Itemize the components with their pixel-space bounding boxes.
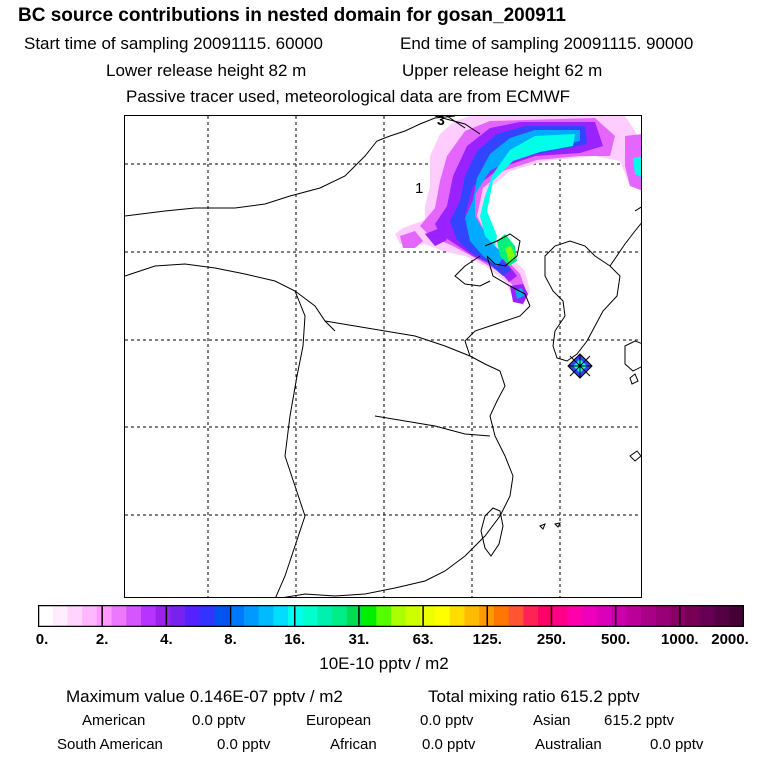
upper-release-label: Upper release height 62 m xyxy=(402,61,603,80)
colorbar-cell xyxy=(82,605,98,627)
european-value: 0.0 pptv xyxy=(420,712,474,729)
colorbar-cell xyxy=(391,605,407,627)
colorbar-cell xyxy=(214,605,230,627)
colorbar-cell xyxy=(552,605,569,627)
colorbar-cell xyxy=(449,605,466,627)
tracer-note: Passive tracer used, meteorological data… xyxy=(126,87,571,106)
colorbar-cell xyxy=(170,605,186,627)
colorbar-cell xyxy=(714,605,730,627)
lower-release-label: Lower release height 82 m xyxy=(106,61,307,80)
colorbar-cell xyxy=(38,605,54,627)
colorbar-cell xyxy=(96,605,113,627)
colorbar-cell xyxy=(611,605,627,627)
max-value-label: Maximum value 0.146E-07 pptv / m2 xyxy=(66,687,343,706)
colorbar-cell xyxy=(126,605,142,627)
colorbar-cell xyxy=(140,605,157,627)
colorbar-cell xyxy=(582,605,598,627)
map-label-3: 3 xyxy=(437,116,445,128)
colorbar-cell xyxy=(317,605,333,627)
colorbar-cell xyxy=(699,605,716,627)
colorbar-cell xyxy=(420,605,436,627)
colorbar-cell xyxy=(288,605,304,627)
asian-label: Asian xyxy=(533,712,571,729)
australian-label: Australian xyxy=(535,736,602,753)
colorbar-cell xyxy=(302,605,319,627)
lat-lon-grid xyxy=(125,116,641,597)
colorbar-tick-label: 2000. xyxy=(711,631,749,648)
colorbar-cell xyxy=(729,605,744,627)
colorbar xyxy=(38,605,744,627)
colorbar-cell xyxy=(641,605,657,627)
colorbar-tick-label: 0. xyxy=(35,631,49,648)
colorbar-units: 10E-10 pptv / m2 xyxy=(319,654,449,673)
colorbar-cell xyxy=(199,605,216,627)
colorbar-tick-lines xyxy=(101,605,681,627)
total-mixing-label: Total mixing ratio 615.2 pptv xyxy=(428,687,640,706)
map-label-1: 1 xyxy=(415,180,423,197)
colorbar-tick-label: 250. xyxy=(536,631,567,648)
colorbar-cells xyxy=(38,605,744,627)
colorbar-tick-label: 31. xyxy=(348,631,370,648)
south-american-value: 0.0 pptv xyxy=(217,736,271,753)
colorbar-tick-label: 1000. xyxy=(661,631,699,648)
colorbar-cell xyxy=(435,605,451,627)
colorbar-cell xyxy=(523,605,539,627)
map-svg: 1 3 xyxy=(125,116,641,597)
colorbar-cell xyxy=(626,605,642,627)
colorbar-cell xyxy=(508,605,524,627)
colorbar-tick-label: 63. xyxy=(412,631,434,648)
colorbar-cell xyxy=(67,605,83,627)
colorbar-cell xyxy=(155,605,171,627)
colorbar-tick-label: 8. xyxy=(224,631,237,648)
colorbar-cell xyxy=(243,605,260,627)
colorbar-cell xyxy=(185,605,201,627)
page-title: BC source contributions in nested domain… xyxy=(18,5,566,26)
colorbar-cell xyxy=(332,605,348,627)
colorbar-cell xyxy=(538,605,554,627)
tracer-plume xyxy=(395,116,641,306)
colorbar-cell xyxy=(567,605,583,627)
colorbar-cell xyxy=(464,605,480,627)
african-value: 0.0 pptv xyxy=(422,736,476,753)
colorbar-cell xyxy=(346,605,363,627)
colorbar-cell xyxy=(229,605,245,627)
colorbar-cell xyxy=(361,605,377,627)
european-label: European xyxy=(306,712,372,729)
colorbar-cell xyxy=(376,605,392,627)
colorbar-cell xyxy=(655,605,672,627)
colorbar-cell xyxy=(670,605,686,627)
colorbar-cell xyxy=(685,605,701,627)
colorbar-tick-label: 4. xyxy=(160,631,173,648)
colorbar-tick-label: 16. xyxy=(284,631,306,648)
colorbar-cell xyxy=(596,605,613,627)
australian-value: 0.0 pptv xyxy=(650,736,704,753)
american-value: 0.0 pptv xyxy=(192,712,246,729)
map-panel: 1 3 xyxy=(124,115,642,598)
african-label: African xyxy=(330,736,377,753)
start-time-label: Start time of sampling 20091115. 60000 xyxy=(24,34,323,53)
colorbar-tick-label: 125. xyxy=(472,631,502,648)
colorbar-cell xyxy=(111,605,127,627)
colorbar-cell xyxy=(52,605,69,627)
colorbar-tick-label: 2. xyxy=(95,631,109,648)
colorbar-cell xyxy=(273,605,289,627)
colorbar-tick-label: 500. xyxy=(601,631,631,648)
asian-value: 615.2 pptv xyxy=(604,712,675,729)
end-time-label: End time of sampling 20091115. 90000 xyxy=(400,34,694,53)
colorbar-cell xyxy=(493,605,510,627)
coastlines xyxy=(125,116,641,597)
american-label: American xyxy=(82,712,146,729)
receptor-marker xyxy=(567,353,593,379)
south-american-label: South American xyxy=(57,736,163,753)
colorbar-cell xyxy=(258,605,274,627)
colorbar-cell xyxy=(405,605,422,627)
